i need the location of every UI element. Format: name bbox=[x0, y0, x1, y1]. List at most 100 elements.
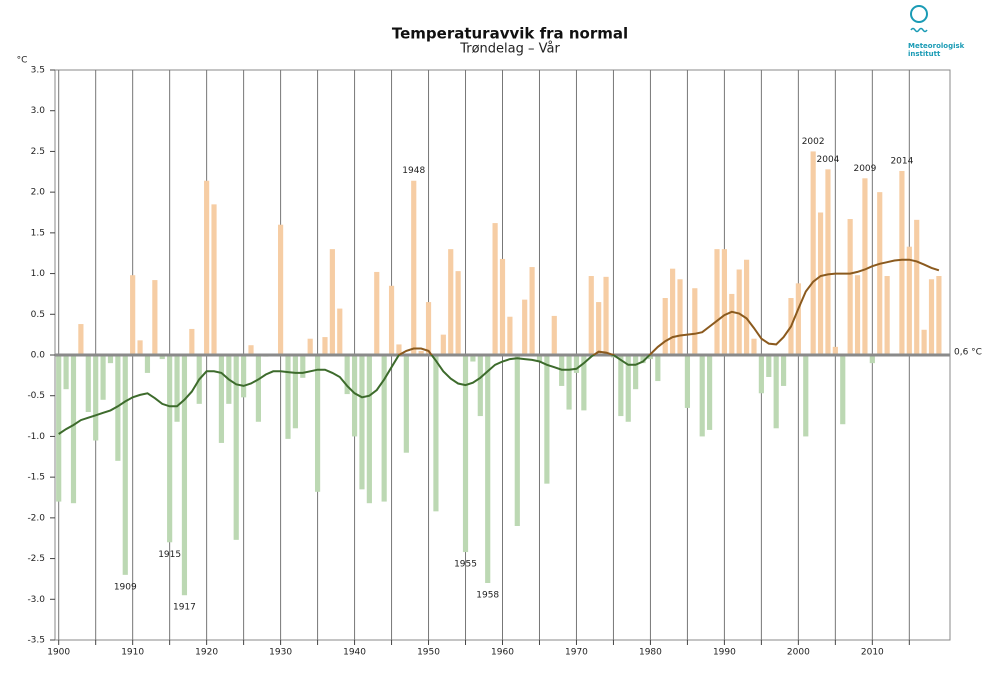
bar bbox=[581, 355, 587, 411]
bar bbox=[477, 355, 483, 417]
y-tick-label: 0.5 bbox=[31, 310, 45, 320]
bar bbox=[425, 302, 432, 355]
bar bbox=[625, 355, 631, 422]
x-tick-label: 2000 bbox=[787, 648, 810, 658]
bar bbox=[122, 355, 128, 575]
x-tick-label: 1980 bbox=[639, 648, 662, 658]
bar bbox=[492, 223, 498, 355]
x-tick-label: 1940 bbox=[343, 648, 366, 658]
bar bbox=[862, 178, 868, 355]
bar bbox=[588, 276, 594, 355]
bar bbox=[374, 271, 380, 355]
y-tick-label: 2.5 bbox=[31, 147, 45, 157]
bar bbox=[329, 249, 335, 355]
bar bbox=[218, 355, 225, 443]
bar bbox=[662, 298, 668, 355]
bar bbox=[899, 170, 905, 355]
bar bbox=[63, 355, 69, 390]
bar bbox=[677, 279, 683, 355]
bar bbox=[344, 355, 350, 395]
bar bbox=[381, 355, 387, 502]
bar bbox=[248, 345, 254, 355]
bar bbox=[107, 355, 114, 364]
bar bbox=[351, 355, 358, 437]
bar bbox=[278, 224, 284, 355]
bar bbox=[825, 169, 831, 355]
bar bbox=[448, 249, 454, 355]
bar bbox=[396, 344, 402, 355]
bar bbox=[847, 219, 853, 355]
bar bbox=[56, 355, 62, 502]
bar bbox=[233, 355, 239, 540]
bar bbox=[536, 355, 543, 362]
bar bbox=[840, 355, 846, 425]
bar bbox=[699, 355, 705, 437]
bar bbox=[255, 355, 261, 422]
y-tick-label: 1.5 bbox=[31, 228, 45, 238]
bar bbox=[137, 340, 143, 355]
bar bbox=[566, 355, 572, 410]
bar bbox=[292, 355, 298, 429]
bar bbox=[455, 271, 461, 355]
chart-subtitle: Trøndelag – Vår bbox=[459, 42, 560, 57]
bar bbox=[307, 338, 313, 355]
bar bbox=[544, 355, 550, 484]
annotation: 1915 bbox=[158, 550, 181, 560]
bar bbox=[736, 269, 742, 355]
bar bbox=[714, 249, 720, 355]
y-unit: °C bbox=[17, 56, 28, 66]
bar bbox=[640, 355, 646, 364]
bar bbox=[322, 337, 328, 355]
bar bbox=[795, 283, 801, 355]
bar bbox=[721, 249, 727, 355]
annotation: 2009 bbox=[853, 164, 876, 174]
bar bbox=[152, 280, 158, 355]
bar bbox=[773, 355, 779, 429]
bar bbox=[78, 324, 84, 355]
x-tick-label: 1900 bbox=[47, 648, 70, 658]
y-tick-label: 3.5 bbox=[31, 66, 45, 76]
bar bbox=[906, 246, 912, 355]
bar bbox=[388, 285, 395, 355]
bar bbox=[803, 355, 809, 437]
x-tick-label: 1990 bbox=[713, 648, 736, 658]
bar bbox=[758, 355, 764, 394]
bar bbox=[810, 151, 816, 355]
y-tick-label: -3.5 bbox=[27, 636, 45, 646]
bar bbox=[529, 267, 535, 355]
bar bbox=[100, 355, 106, 400]
reference-label: 0,6 °C bbox=[954, 348, 982, 358]
bar bbox=[817, 212, 824, 355]
bar bbox=[707, 355, 713, 430]
x-tick-label: 1910 bbox=[121, 648, 144, 658]
logo-wave bbox=[910, 27, 928, 33]
x-tick-label: 1920 bbox=[195, 648, 218, 658]
y-tick-label: -0.5 bbox=[27, 391, 45, 401]
bar bbox=[854, 275, 861, 355]
bar bbox=[403, 355, 409, 453]
x-tick-label: 1960 bbox=[491, 648, 514, 658]
bar bbox=[337, 308, 343, 355]
bar bbox=[485, 355, 491, 583]
bar bbox=[159, 355, 165, 360]
bar bbox=[647, 355, 654, 360]
annotation: 1909 bbox=[114, 582, 137, 592]
bar bbox=[684, 355, 691, 408]
annotation: 2002 bbox=[802, 137, 825, 147]
bar bbox=[181, 355, 188, 596]
bar bbox=[633, 355, 639, 390]
annotation: 1955 bbox=[454, 560, 477, 570]
bar bbox=[115, 355, 121, 461]
bar bbox=[596, 302, 602, 355]
y-tick-label: 1.0 bbox=[31, 269, 46, 279]
smoothed-line bbox=[58, 258, 940, 435]
bar bbox=[729, 293, 735, 355]
x-tick-label: 1930 bbox=[269, 648, 292, 658]
bar bbox=[70, 355, 77, 504]
bar bbox=[780, 355, 787, 386]
y-tick-label: 2.0 bbox=[31, 188, 46, 198]
y-tick-label: -2.0 bbox=[27, 513, 45, 523]
y-tick-label: -3.0 bbox=[27, 595, 45, 605]
bar bbox=[877, 192, 883, 355]
